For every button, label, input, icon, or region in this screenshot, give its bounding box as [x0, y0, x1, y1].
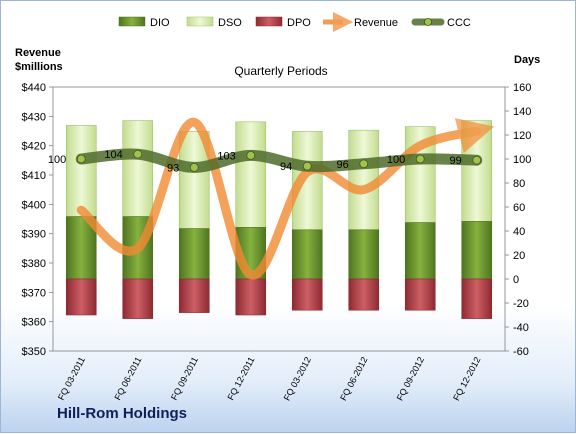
bar-dpo	[178, 278, 210, 313]
category-label: FQ 12-2012	[451, 355, 482, 402]
left-tick-label: $370	[22, 287, 46, 299]
ccc-line	[75, 148, 483, 173]
legend-swatch-dio	[118, 16, 146, 27]
category-labels: FQ 03-2011 FQ 06-2011 FQ 09-2011 FQ 12-2011…	[56, 355, 483, 402]
bar-dso	[122, 120, 154, 217]
ccc-point	[189, 162, 199, 172]
ccc-data-label: 104	[104, 149, 122, 161]
bar-dpo	[348, 278, 380, 311]
bar-dpo	[291, 278, 323, 311]
right-tick-label: 60	[513, 202, 525, 214]
right-tick-label: 80	[513, 178, 525, 190]
bar-dio	[291, 229, 323, 280]
ccc-point	[76, 154, 86, 164]
ccc-data-label: 94	[280, 161, 292, 173]
left-tick-label: $440	[22, 82, 46, 94]
bar-dso	[65, 125, 97, 217]
right-tick-label: 120	[513, 130, 531, 142]
bars	[65, 120, 493, 319]
ccc-point	[359, 159, 369, 169]
bar-dso	[235, 121, 267, 228]
right-tick-label: 100	[513, 154, 531, 166]
legend: DIO DSO DPO Revenue CCC	[118, 12, 471, 32]
right-tick-label: 20	[513, 250, 525, 262]
left-tick-label: $360	[22, 317, 46, 329]
right-tick-label: -40	[513, 322, 529, 334]
legend-label-revenue: Revenue	[354, 17, 398, 29]
left-tick-label: $390	[22, 229, 46, 241]
bar-dpo	[65, 278, 97, 316]
right-tick-label: 160	[513, 82, 531, 94]
ccc-data-label: 103	[217, 150, 235, 162]
bar-dio	[404, 222, 436, 280]
left-axis-label-line1: Revenue	[15, 47, 61, 59]
left-axis-label-line2: $millions	[15, 61, 63, 73]
ccc-data-label: 99	[450, 155, 462, 167]
category-label: FQ 09-2011	[169, 355, 200, 402]
legend-swatch-dso	[186, 16, 214, 27]
category-label: FQ 06-2012	[338, 355, 369, 402]
bar-dio	[461, 221, 493, 280]
right-tick-label: -60	[513, 346, 529, 358]
legend-swatch-ccc-marker	[424, 18, 432, 26]
bar-dio	[178, 228, 210, 280]
left-tick-label: $350	[22, 346, 46, 358]
right-tick-label: 0	[513, 274, 519, 286]
revenue-line	[76, 117, 495, 280]
company-name: Hill-Rom Holdings	[57, 405, 187, 422]
left-tick-label: $380	[22, 258, 46, 270]
left-tick-label: $400	[22, 199, 46, 211]
left-tick-label: $420	[22, 141, 46, 153]
ccc-point	[133, 149, 143, 159]
chart-title: Quarterly Periods	[234, 64, 327, 78]
ccc-data-label: 100	[48, 154, 66, 166]
left-tick-label: $430	[22, 111, 46, 123]
bar-dio	[348, 229, 380, 280]
bar-dpo	[122, 278, 154, 319]
category-label: FQ 03-2012	[282, 355, 313, 402]
category-label: FQ 09-2012	[395, 355, 426, 402]
legend-label-ccc: CCC	[447, 17, 471, 29]
right-tick-label: 40	[513, 226, 525, 238]
revenue-series	[76, 117, 495, 280]
ccc-data-label: 93	[167, 162, 179, 174]
right-tick-label: -20	[513, 298, 529, 310]
category-label: FQ 03-2011	[56, 355, 87, 402]
left-axis-ticks: $350 $360 $370 $380 $390 $400 $410 $420 $430 $440	[22, 82, 53, 358]
left-tick-label: $410	[22, 170, 46, 182]
right-axis-label: Days	[514, 54, 540, 66]
ccc-series: 100 104 93 103 94 96 100 99	[48, 148, 483, 174]
legend-label-dio: DIO	[150, 17, 170, 29]
ccc-data-label: 100	[387, 154, 405, 166]
ccc-point	[246, 150, 256, 160]
right-tick-label: 140	[513, 106, 531, 118]
ccc-point	[472, 155, 482, 165]
ccc-data-label: 96	[337, 159, 349, 171]
right-axis-ticks: -60 -40 -20 0 20 40 60 80 100 120 140 160	[505, 82, 531, 358]
legend-label-dso: DSO	[218, 17, 242, 29]
plot-area	[52, 86, 506, 352]
bar-dio	[65, 216, 97, 280]
legend-swatch-dpo	[255, 16, 283, 27]
bar-dpo	[461, 278, 493, 319]
bar-dpo	[235, 278, 267, 316]
ccc-point	[415, 154, 425, 164]
legend-label-dpo: DPO	[287, 17, 311, 29]
bar-dpo	[404, 278, 436, 311]
ccc-point	[302, 161, 312, 171]
category-label: FQ 06-2011	[112, 355, 143, 402]
category-label: FQ 12-2011	[225, 355, 256, 402]
